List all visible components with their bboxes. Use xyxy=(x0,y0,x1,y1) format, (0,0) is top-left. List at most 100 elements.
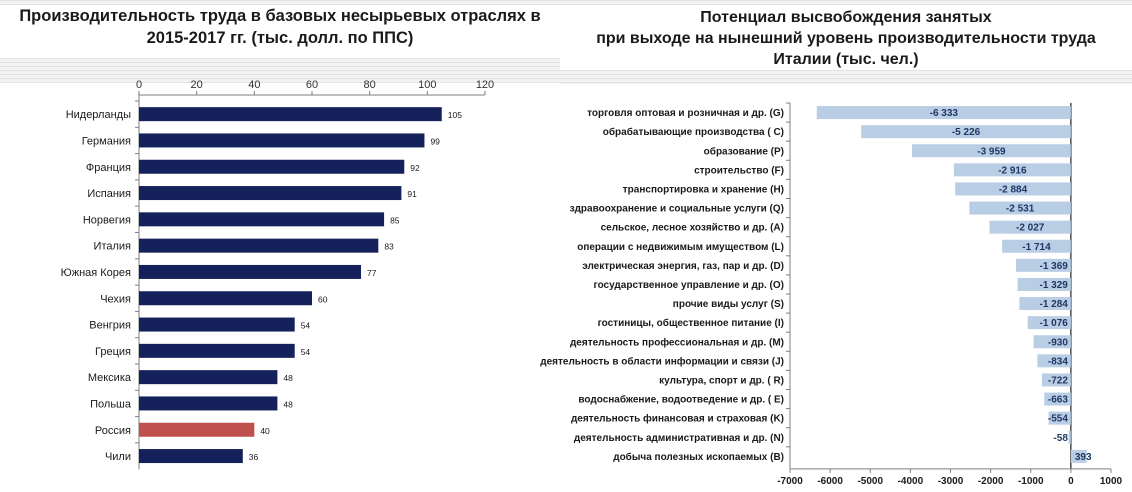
value-label: 85 xyxy=(390,215,400,225)
category-label: строительство (F) xyxy=(694,165,784,176)
category-label: Испания xyxy=(87,188,131,200)
x-tick-label: 0 xyxy=(1068,476,1074,487)
value-label: -5 226 xyxy=(952,127,981,138)
value-label: 36 xyxy=(249,452,259,462)
bar xyxy=(955,182,1071,196)
value-label: -1 369 xyxy=(1040,261,1069,272)
value-label: 92 xyxy=(410,163,420,173)
bar xyxy=(139,238,379,253)
category-label: Нидерланды xyxy=(66,109,131,121)
bar xyxy=(139,449,243,464)
bar xyxy=(861,125,1071,139)
category-label: культура, спорт и др. ( R) xyxy=(659,375,784,386)
bar xyxy=(1070,449,1087,463)
value-label: 105 xyxy=(448,110,462,120)
bar xyxy=(139,422,255,437)
bar xyxy=(1027,316,1071,330)
x-tick-label: 40 xyxy=(248,79,260,91)
value-label: -930 xyxy=(1048,337,1068,348)
category-label: Чили xyxy=(105,451,131,463)
category-label: здравоохранение и социальные услуги (Q) xyxy=(570,204,784,215)
value-label: 60 xyxy=(318,294,328,304)
category-label: Греция xyxy=(95,346,131,358)
left-chart-panel xyxy=(5,83,545,488)
value-label: -2 916 xyxy=(998,165,1027,176)
value-label: -2 027 xyxy=(1016,223,1045,234)
category-label: деятельность в области информации и связ… xyxy=(540,355,784,367)
x-tick-label: -2000 xyxy=(978,476,1004,487)
value-label: 83 xyxy=(384,242,394,252)
right-chart-title: Потенциал высвобождения занятых при выхо… xyxy=(560,7,1132,70)
bar xyxy=(816,106,1071,120)
bar xyxy=(139,317,295,332)
value-label: -1 076 xyxy=(1040,318,1069,329)
bar xyxy=(139,396,278,411)
bar xyxy=(1015,258,1071,272)
category-label: государственное управление и др. (O) xyxy=(594,280,784,291)
bar xyxy=(139,264,362,279)
category-label: деятельность профессиональная и др. (M) xyxy=(570,336,784,348)
x-tick-label: 60 xyxy=(306,79,318,91)
category-label: Италия xyxy=(94,241,132,253)
category-label: операции с недвижимым имуществом (L) xyxy=(577,242,784,253)
value-label: 48 xyxy=(283,399,293,409)
left-chart-title: Производительность труда в базовых несыр… xyxy=(0,5,560,49)
bar xyxy=(139,107,442,122)
category-label: образование (P) xyxy=(704,145,784,157)
bar xyxy=(1017,277,1071,291)
bar xyxy=(1019,297,1071,311)
x-tick-label: -1000 xyxy=(1018,476,1044,487)
category-label: прочие виды услуг (S) xyxy=(673,299,784,310)
bar xyxy=(139,291,312,306)
category-label: транспортировка и хранение (H) xyxy=(623,184,784,195)
value-label: 54 xyxy=(301,347,311,357)
bar xyxy=(139,186,402,201)
value-label: -722 xyxy=(1048,375,1068,386)
productivity-bar-chart: 0 20 40 60 80 100 120 Нидерланды 105 Германия 99 Фр… xyxy=(61,79,494,470)
bar xyxy=(1037,354,1071,368)
category-label: гостиницы, общественное питание (I) xyxy=(598,317,784,329)
bar xyxy=(1048,411,1071,425)
bar xyxy=(1033,335,1071,349)
value-label: 48 xyxy=(283,373,293,383)
category-label: торговля оптовая и розничная и др. (G) xyxy=(587,108,784,119)
category-label: обрабатывающие производства ( C) xyxy=(603,126,784,138)
value-label: 91 xyxy=(407,189,417,199)
value-label: 99 xyxy=(430,136,440,146)
category-label: Польша xyxy=(90,398,132,410)
bar xyxy=(1044,392,1071,406)
bar xyxy=(1041,373,1071,387)
bar xyxy=(1002,239,1071,253)
x-tick-label: -5000 xyxy=(857,476,883,487)
value-label: -2 884 xyxy=(999,184,1028,195)
bar xyxy=(139,370,278,385)
x-tick-label: 100 xyxy=(418,79,436,91)
bar xyxy=(953,163,1071,177)
value-label: -554 xyxy=(1048,414,1068,425)
bar xyxy=(139,212,385,227)
right-chart-title-line1: Потенциал высвобождения занятых xyxy=(700,9,992,26)
value-label: -1 714 xyxy=(1022,242,1051,253)
bar xyxy=(969,201,1071,215)
category-label: Венгрия xyxy=(89,320,131,332)
value-label: 393 xyxy=(1075,452,1092,463)
category-label: Норвегия xyxy=(83,214,131,226)
value-label: -58 xyxy=(1053,433,1068,444)
value-label: 77 xyxy=(367,268,377,278)
left-chart-title-line2: 2015-2017 гг. (тыс. долл. по ППС) xyxy=(146,29,414,47)
bar xyxy=(139,343,295,358)
x-tick-label: 80 xyxy=(364,79,376,91)
bar xyxy=(989,220,1071,234)
category-label: Чехия xyxy=(100,293,131,305)
bar xyxy=(139,159,405,174)
background-stripes xyxy=(0,0,1132,5)
x-tick-label: 120 xyxy=(476,79,494,91)
right-chart-title-line3: Италии (тыс. чел.) xyxy=(773,51,919,68)
left-chart-title-line1: Производительность труда в базовых несыр… xyxy=(19,7,541,25)
category-label: деятельность административная и др. (N) xyxy=(574,433,784,444)
bar xyxy=(139,133,425,148)
category-label: деятельность финансовая и страховая (K) xyxy=(571,413,784,425)
value-label: -834 xyxy=(1048,356,1068,367)
category-label: Южная Корея xyxy=(61,267,131,279)
